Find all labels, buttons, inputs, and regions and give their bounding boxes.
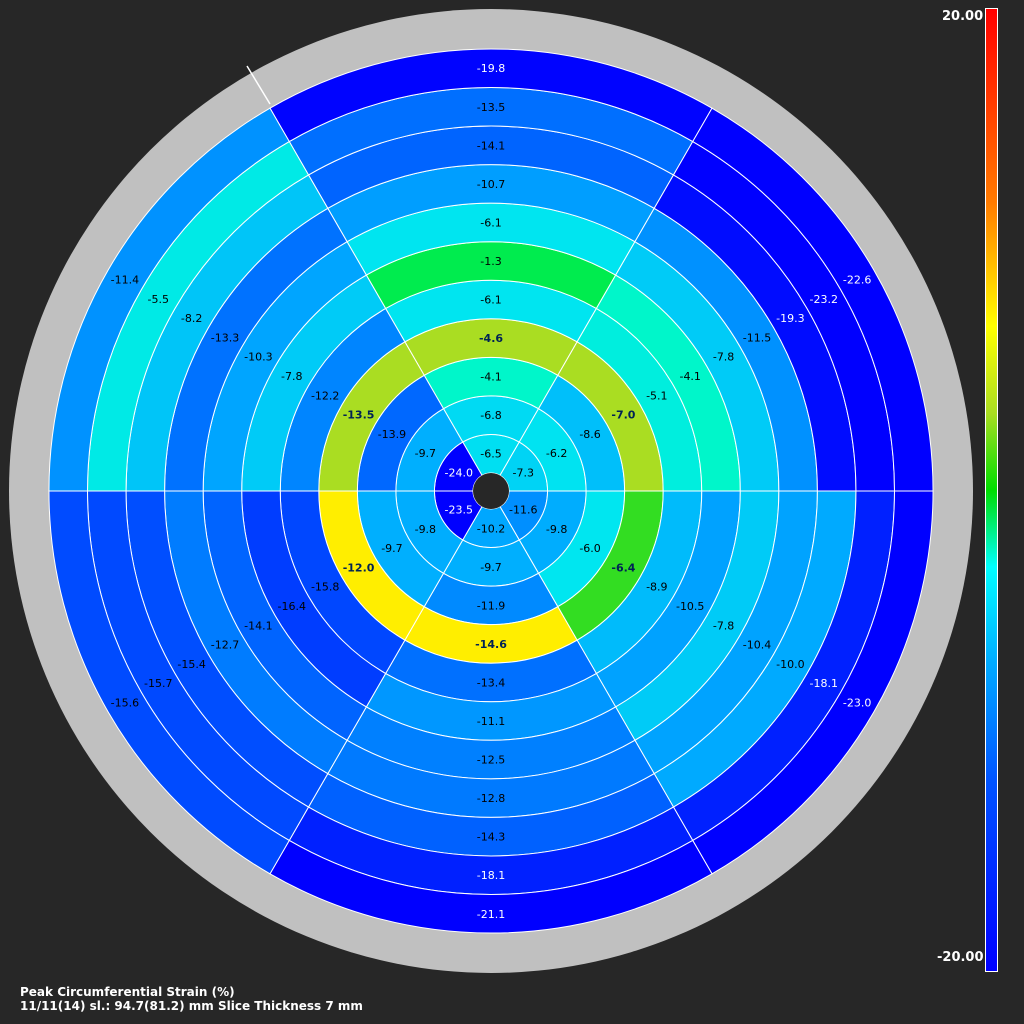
value-label-upper-left-ring-3: -13.5: [343, 409, 375, 422]
value-label-upper-right-ring-8: -19.3: [776, 312, 804, 325]
value-label-lower-right-ring-7: -10.4: [743, 639, 771, 652]
labels-layer: -6.5 -6.8 -4.1 -4.6 -6.1 -1.3 -6.1 -10.7 -14.1 -1…: [111, 62, 872, 921]
value-label-upper-right-ring-6: -7.8: [713, 351, 734, 364]
value-label-lower-left-ring-2: -9.7: [381, 542, 402, 555]
value-label-lower-left-ring-9: -15.7: [144, 677, 172, 690]
value-label-upper-right-ring-1: -6.2: [546, 447, 567, 460]
value-label-upper-right-ring-5: -4.1: [679, 370, 700, 383]
value-label-bottom-ring-3: -14.6: [475, 638, 507, 651]
value-label-bottom-ring-10: -21.1: [477, 908, 505, 921]
chart-title: Peak Circumferential Strain (%): [20, 985, 235, 999]
value-label-bottom-ring-8: -14.3: [477, 831, 505, 844]
value-label-top-ring-10: -19.8: [477, 62, 505, 75]
value-label-upper-right-ring-7: -11.5: [743, 331, 771, 344]
value-label-lower-left-ring-4: -15.8: [311, 581, 339, 594]
value-label-lower-right-ring-3: -6.4: [611, 561, 635, 574]
value-label-lower-right-ring-10: -23.0: [843, 696, 871, 709]
colorbar-min-label: -20.00: [937, 950, 984, 965]
value-label-bottom-ring-6: -12.5: [477, 754, 505, 767]
value-label-lower-right-ring-0: -11.6: [509, 504, 537, 517]
value-label-upper-left-ring-2: -13.9: [378, 428, 406, 441]
value-label-lower-left-ring-7: -12.7: [211, 639, 239, 652]
value-label-upper-right-ring-0: -7.3: [513, 466, 534, 479]
value-label-bottom-ring-2: -11.9: [477, 599, 505, 612]
value-label-top-ring-7: -10.7: [477, 178, 505, 191]
value-label-bottom-ring-1: -9.7: [480, 561, 501, 574]
value-label-lower-right-ring-4: -8.9: [646, 581, 667, 594]
value-label-upper-left-ring-9: -5.5: [148, 293, 169, 306]
value-label-upper-left-ring-0: -24.0: [444, 466, 472, 479]
value-label-top-ring-9: -13.5: [477, 101, 505, 114]
chart-subtitle: 11/11(14) sl.: 94.7(81.2) mm Slice Thick…: [20, 999, 363, 1013]
value-label-top-ring-1: -6.8: [480, 409, 501, 422]
value-label-lower-right-ring-8: -10.0: [776, 658, 804, 671]
value-label-bottom-ring-7: -12.8: [477, 792, 505, 805]
center-hole: [473, 473, 509, 509]
value-label-upper-right-ring-4: -5.1: [646, 389, 667, 402]
value-label-lower-left-ring-1: -9.8: [415, 523, 436, 536]
value-label-lower-right-ring-1: -9.8: [546, 523, 567, 536]
value-label-upper-right-ring-3: -7.0: [611, 409, 635, 422]
marker-line: [246, 65, 271, 105]
segments-layer: [48, 48, 934, 934]
value-label-upper-left-ring-5: -7.8: [281, 370, 302, 383]
value-label-top-ring-0: -6.5: [480, 448, 501, 461]
value-label-lower-right-ring-6: -7.8: [713, 619, 734, 632]
value-label-top-ring-6: -6.1: [480, 216, 501, 229]
value-label-upper-left-ring-6: -10.3: [244, 351, 272, 364]
value-label-lower-left-ring-3: -12.0: [343, 561, 375, 574]
value-label-top-ring-5: -1.3: [480, 255, 501, 268]
value-label-lower-right-ring-9: -18.1: [810, 677, 838, 690]
value-label-bottom-ring-5: -11.1: [477, 715, 505, 728]
value-label-top-ring-2: -4.1: [480, 371, 501, 384]
colorbar: [985, 8, 998, 972]
segment-upper-left-ring-10: [48, 107, 290, 492]
value-label-upper-left-ring-4: -12.2: [311, 389, 339, 402]
value-label-bottom-ring-0: -10.2: [477, 522, 505, 535]
value-label-upper-left-ring-1: -9.7: [415, 447, 436, 460]
value-label-lower-left-ring-5: -16.4: [278, 600, 306, 613]
value-label-top-ring-8: -14.1: [477, 139, 505, 152]
value-label-upper-left-ring-8: -8.2: [181, 312, 202, 325]
value-label-bottom-ring-9: -18.1: [477, 869, 505, 882]
value-label-lower-right-ring-2: -6.0: [579, 542, 600, 555]
value-label-top-ring-4: -6.1: [480, 294, 501, 307]
value-label-lower-right-ring-5: -10.5: [676, 600, 704, 613]
value-label-lower-left-ring-10: -15.6: [111, 696, 139, 709]
value-label-lower-left-ring-8: -15.4: [177, 658, 205, 671]
value-label-upper-left-ring-7: -13.3: [211, 331, 239, 344]
value-label-upper-right-ring-10: -22.6: [843, 274, 871, 287]
value-label-upper-left-ring-10: -11.4: [111, 274, 139, 287]
value-label-bottom-ring-4: -13.4: [477, 676, 505, 689]
value-label-upper-right-ring-2: -8.6: [579, 428, 600, 441]
colorbar-max-label: 20.00: [942, 9, 984, 24]
value-label-lower-left-ring-6: -14.1: [244, 619, 272, 632]
value-label-lower-left-ring-0: -23.5: [444, 504, 472, 517]
value-label-upper-right-ring-9: -23.2: [810, 293, 838, 306]
value-label-top-ring-3: -4.6: [479, 332, 503, 345]
